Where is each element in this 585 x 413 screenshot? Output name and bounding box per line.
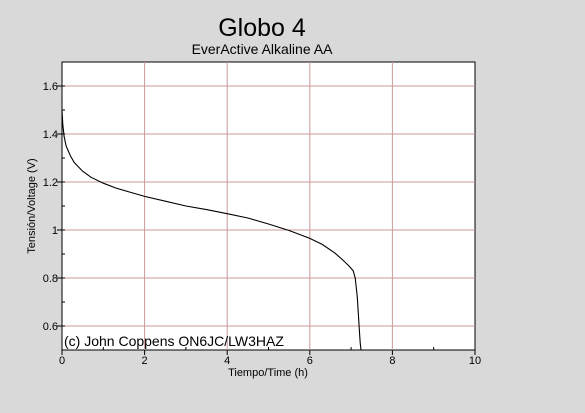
- chart-title: Globo 4: [218, 14, 306, 42]
- x-tick-label: 8: [389, 355, 395, 367]
- x-tick-labels: 0 2 4 6 8 10: [59, 355, 481, 367]
- y-tick-labels: 0.6 0.8 1 1.2 1.4 1.6: [43, 81, 58, 333]
- y-tick-label: 0.8: [43, 273, 58, 285]
- y-tick-label: 1.2: [43, 177, 58, 189]
- y-tick-label: 1.4: [43, 129, 58, 141]
- x-axis-label: Tiempo/Time (h): [228, 367, 308, 379]
- y-tick-label: 0.6: [43, 321, 58, 333]
- chart-subtitle: EverActive Alkaline AA: [192, 41, 334, 57]
- x-tick-label: 0: [59, 355, 65, 367]
- x-tick-label: 2: [142, 355, 148, 367]
- series-layer: [61, 109, 362, 351]
- copyright-annotation: (c) John Coppens ON6JC/LW3HAZ: [64, 333, 284, 349]
- y-tick-label: 1.6: [43, 81, 58, 93]
- discharge-curve: [61, 109, 362, 351]
- x-tick-label: 4: [224, 355, 230, 367]
- axis-ticks: [57, 61, 476, 355]
- x-tick-label: 10: [469, 355, 481, 367]
- y-tick-label: 1: [52, 225, 58, 237]
- plot-area: [61, 61, 476, 351]
- x-tick-label: 6: [307, 355, 313, 367]
- grid: [62, 62, 475, 350]
- y-axis-label: Tensión/Voltage (V): [26, 158, 38, 253]
